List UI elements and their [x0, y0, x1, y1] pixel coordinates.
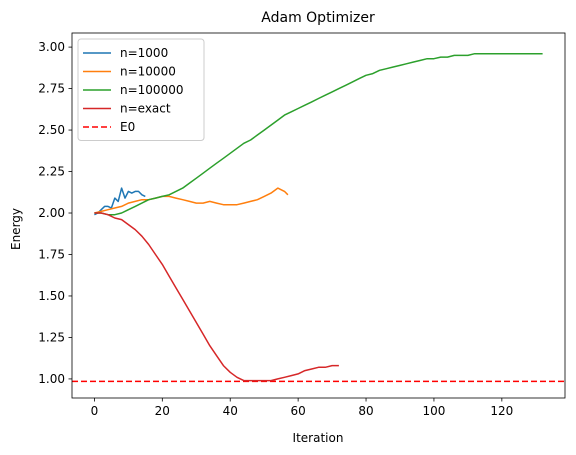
x-axis: 0 20 40 60 80 100 120 — [91, 398, 513, 418]
series-line-0 — [94, 187, 146, 216]
x-tick-label: 80 — [358, 404, 373, 418]
chart-title: Adam Optimizer — [261, 10, 375, 26]
x-tick-label: 40 — [223, 404, 238, 418]
legend-label: E0 — [120, 120, 135, 134]
legend-box — [77, 38, 205, 141]
x-tick-label: 120 — [490, 404, 513, 418]
y-tick-label: 3.00 — [38, 40, 65, 54]
legend: n=1000 n=10000 n=100000 n=exact E0 — [77, 38, 205, 141]
x-tick-label: 0 — [91, 404, 99, 418]
plot-frame — [71, 32, 566, 399]
x-axis-label: Iteration — [293, 431, 344, 445]
legend-label: n=exact — [120, 102, 171, 116]
series-line-3 — [94, 212, 339, 382]
y-tick-label: 1.00 — [38, 372, 65, 386]
x-tick-label: 20 — [155, 404, 170, 418]
y-tick-label: 1.75 — [38, 247, 65, 261]
y-tick-label: 2.00 — [38, 206, 65, 220]
plot-area — [72, 52, 565, 383]
y-tick-label: 1.50 — [38, 289, 65, 303]
legend-label: n=1000 — [120, 46, 168, 60]
y-axis: 1.00 1.25 1.50 1.75 2.00 2.25 2.50 2.75 3.00 — [38, 40, 72, 386]
x-tick-label: 100 — [422, 404, 445, 418]
series-line-1 — [94, 187, 289, 214]
y-axis-label: Energy — [9, 208, 23, 250]
legend-label: n=100000 — [120, 83, 183, 97]
y-tick-label: 2.75 — [38, 82, 65, 96]
legend-label: n=10000 — [120, 65, 176, 79]
x-tick-label: 60 — [290, 404, 305, 418]
y-tick-label: 2.25 — [38, 165, 65, 179]
series-line-2 — [94, 52, 543, 216]
y-tick-label: 2.50 — [38, 123, 65, 137]
y-tick-label: 1.25 — [38, 330, 65, 344]
